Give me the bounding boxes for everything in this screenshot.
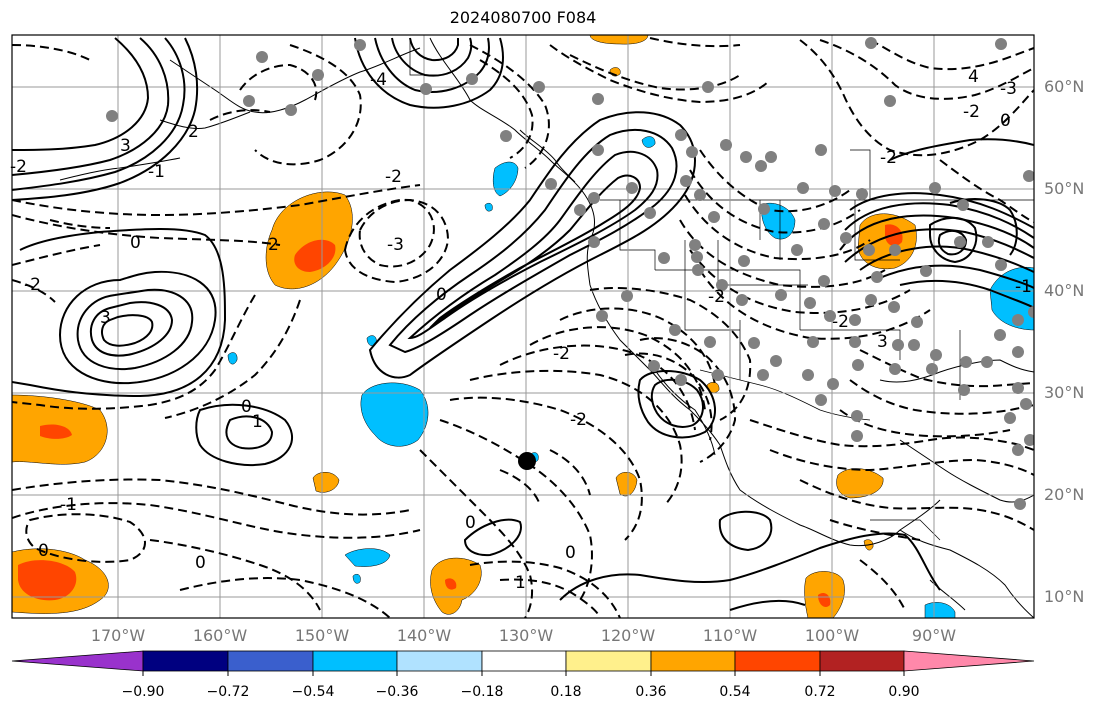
contour-label: -4 <box>370 70 387 90</box>
contour-label: -1 <box>148 162 165 182</box>
colorbar-segment <box>312 650 398 672</box>
colorbar-segment <box>227 650 314 672</box>
contour-label: 1 <box>515 573 526 593</box>
contour-label: -2 <box>708 287 725 307</box>
contour-label: 1 <box>252 412 263 432</box>
negative-contours <box>12 37 1034 618</box>
coastlines <box>59 37 1034 618</box>
contour-label: 3 <box>877 332 888 352</box>
orange-patch <box>615 472 638 497</box>
map-frame <box>11 34 1035 619</box>
colorbar-tick-label: −0.54 <box>291 684 335 700</box>
highlight-point-marker <box>518 452 536 470</box>
contour-label: -2 <box>10 157 27 177</box>
contour-label: 4 <box>968 67 979 87</box>
longitude-label: 110°W <box>702 626 758 645</box>
contour-label: 0 <box>565 543 576 563</box>
contour-label: 0 <box>130 233 141 253</box>
latitude-label: 30°N <box>1044 383 1085 402</box>
contour-label: 0 <box>465 513 476 533</box>
colorbar-tick-label: −0.36 <box>375 684 419 700</box>
contour-label: -2 <box>24 275 41 295</box>
positive-contours <box>12 37 1034 611</box>
longitude-label: 120°W <box>600 626 656 645</box>
colorbar-segment <box>142 650 229 672</box>
latitude-label: 20°N <box>1044 485 1085 504</box>
blue-patch <box>484 202 493 212</box>
red-patch <box>40 424 72 439</box>
colorbar-segment <box>650 650 736 672</box>
longitude-label: 140°W <box>396 626 452 645</box>
colorbar-segment <box>819 650 905 672</box>
red-patch <box>18 560 77 601</box>
blue-patch <box>344 548 391 567</box>
colorbar-tick-label: −0.18 <box>460 684 504 700</box>
blue-patch <box>352 574 361 584</box>
blue-patch <box>360 382 429 447</box>
orange-patch <box>265 191 353 290</box>
orange-patch <box>589 35 649 45</box>
colorbar-segment <box>734 650 821 672</box>
longitude-label: 90°W <box>911 626 957 645</box>
contour-label: 0 <box>436 285 447 305</box>
colorbar-segment <box>11 650 144 672</box>
contour-label: -1 <box>60 495 77 515</box>
map-background <box>12 35 1034 618</box>
colorbar-tick-label: 0.36 <box>635 684 667 700</box>
colorbar-segment <box>565 650 652 672</box>
colorbar-tick-label: 0.54 <box>719 684 751 700</box>
contour-label: 2 <box>188 122 199 142</box>
colorbar-segment <box>481 650 567 672</box>
latitude-label: 10°N <box>1044 587 1085 606</box>
colorbar-segment <box>903 650 1035 672</box>
longitude-label: 170°W <box>90 626 146 645</box>
red-patch <box>294 239 336 272</box>
longitude-label: 130°W <box>498 626 554 645</box>
contour-label: -1 <box>1015 277 1032 297</box>
latitude-label: 50°N <box>1044 179 1085 198</box>
contour-label: -3 <box>387 235 404 255</box>
colorbar-segment <box>396 650 483 672</box>
colorbar-tick-label: 0.72 <box>804 684 836 700</box>
colorbar-tick-label: 0.90 <box>888 684 920 700</box>
latitude-label: 60°N <box>1044 77 1085 96</box>
contour-label: 0 <box>38 541 49 561</box>
blue-patch <box>227 352 238 365</box>
contour-label: 2 <box>268 235 279 255</box>
contour-label: -3 <box>1000 79 1017 99</box>
contour-label: 0 <box>1000 111 1011 131</box>
longitude-label: 160°W <box>192 626 248 645</box>
contour-label: 0 <box>241 397 252 417</box>
station-markers <box>106 37 1034 510</box>
contour-label: -2 <box>963 102 980 122</box>
red-patch <box>445 578 457 590</box>
contour-label: -2 <box>385 167 402 187</box>
colorbar-tick-label: −0.72 <box>206 684 250 700</box>
contour-labels: 2 3 -2 0 1 2 -3 -2 0 -2 -1 0 0 1 -2 0 -2… <box>10 67 1032 593</box>
contour-label: -2 <box>570 410 587 430</box>
blue-patch <box>492 161 519 197</box>
contour-label: 0 <box>195 553 206 573</box>
blue-patch <box>924 602 956 618</box>
longitude-label: 100°W <box>804 626 860 645</box>
contour-label: -2 <box>553 344 570 364</box>
colorbar-tick-label: 0.18 <box>550 684 582 700</box>
orange-patch <box>836 468 884 499</box>
colorbar-tick-label: −0.90 <box>121 684 165 700</box>
contour-label: 3 <box>120 136 131 156</box>
blue-patch <box>641 136 656 148</box>
contour-label: 3 <box>100 308 111 328</box>
longitude-label: 150°W <box>294 626 350 645</box>
colorbar <box>11 650 1035 676</box>
contour-label: -2 <box>880 148 897 168</box>
orange-patch <box>312 472 340 493</box>
map-title: 2024080700 F084 <box>449 8 597 27</box>
latitude-label: 40°N <box>1044 281 1085 300</box>
contour-label: -2 <box>832 312 849 332</box>
